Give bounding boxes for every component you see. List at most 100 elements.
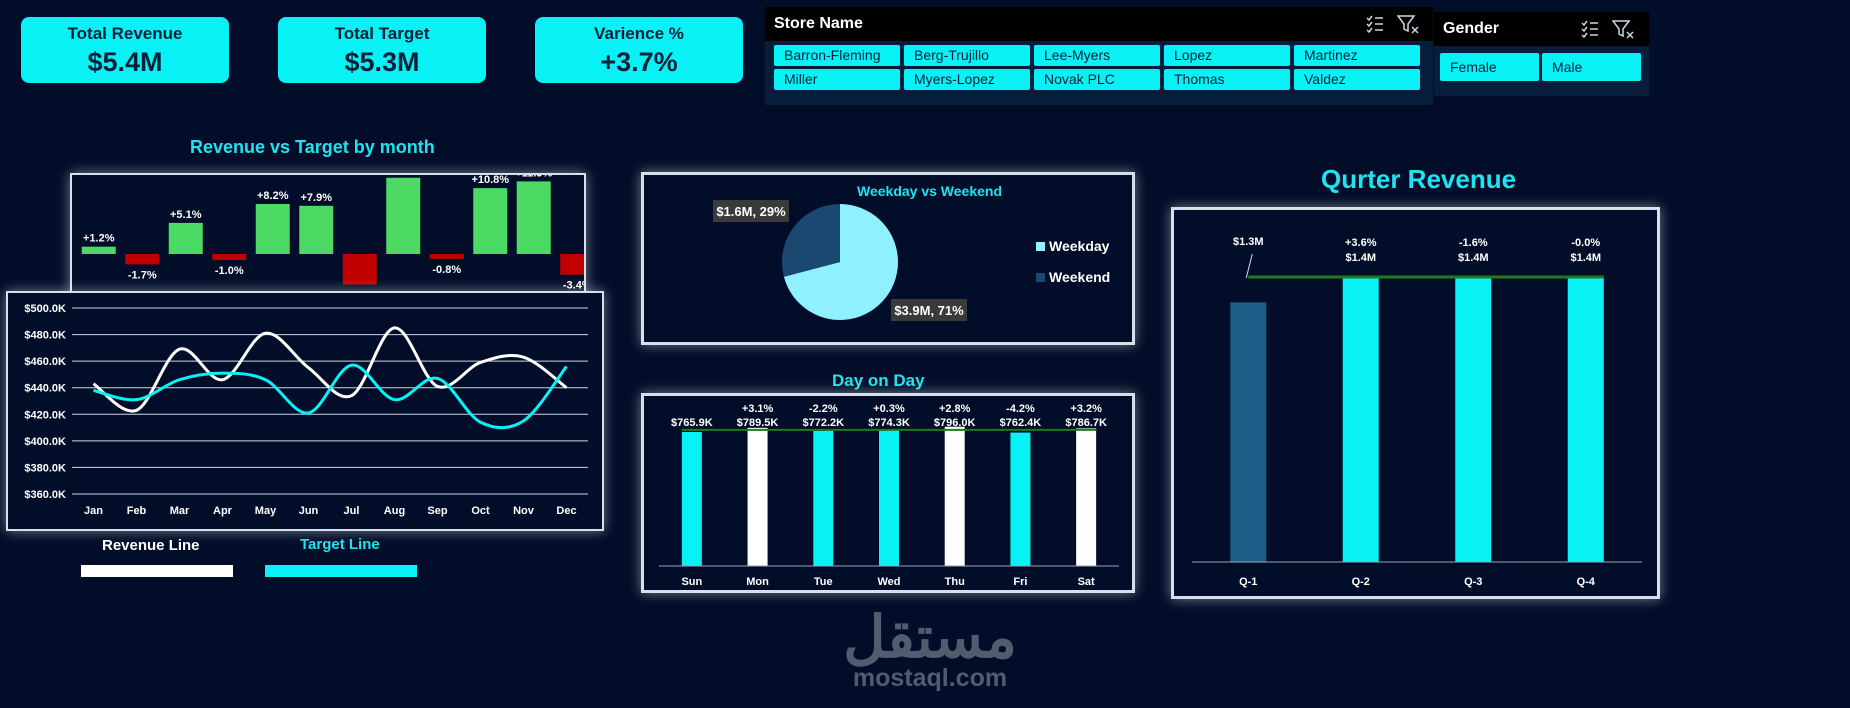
y-tick-label: $420.0K [24, 409, 66, 421]
legend-revenue-label: Revenue Line [102, 537, 200, 554]
monthly-line-panel: $360.0K $380.0K $400.0K $420.0K $440.0K $460.… [6, 291, 604, 531]
day-change-label: -2.2% [809, 403, 838, 415]
clear-filter-icon[interactable] [1396, 14, 1419, 39]
day-value-label: $772.2K [802, 417, 844, 429]
weekday-weekend-chart: $3.9M, 71% $1.6M, 29% Weekday Weekend [713, 200, 1110, 321]
day-bar [813, 430, 834, 566]
kpi-value: $5.3M [344, 47, 420, 77]
pie-slice-weekend [782, 204, 840, 277]
kpi-label: Total Revenue [67, 24, 183, 43]
day-on-day-title: Day on Day [832, 371, 925, 390]
quarter-change-label: -1.6% [1459, 237, 1488, 249]
slicer-title: Store Name [774, 15, 863, 32]
legend-revenue-swatch [81, 565, 233, 577]
slicer-item-lopez[interactable]: Lopez [1164, 45, 1290, 66]
day-value-label: $774.3K [868, 417, 910, 429]
variance-bar [473, 188, 508, 254]
x-tick-label: Sep [427, 505, 447, 517]
weekday-weekend-panel: Weekday vs Weekend $3.9M, 71% $1.6M, 29% W… [641, 172, 1135, 345]
pie-slice-weekday [783, 204, 898, 320]
store-name-slicer: Store Name Barron-Fleming Berg-Trujillo … [765, 7, 1433, 105]
x-tick-label: Dec [556, 505, 576, 517]
legend-weekend: Weekend [1049, 269, 1110, 285]
day-value-label: $786.7K [1065, 417, 1107, 429]
quarter-bar [1567, 276, 1604, 562]
slicer-item-miller[interactable]: Miller [774, 69, 900, 90]
y-tick-label: $480.0K [24, 330, 66, 342]
variance-label: +8.2% [257, 190, 289, 202]
slicer-item-novak-plc[interactable]: Novak PLC [1034, 69, 1160, 90]
variance-bar [168, 222, 203, 254]
variance-label: +7.9% [301, 192, 333, 204]
slicer-item-male[interactable]: Male [1542, 53, 1641, 81]
variance-label: +1.2% [83, 233, 115, 245]
slicer-item-myers-lopez[interactable]: Myers-Lopez [904, 69, 1030, 90]
slicer-item-lee-myers[interactable]: Lee-Myers [1034, 45, 1160, 66]
revenue-line [92, 326, 568, 413]
variance-label: +10.8% [471, 175, 509, 186]
slicer-item-thomas[interactable]: Thomas [1164, 69, 1290, 90]
variance-label: +12.5% [384, 175, 422, 176]
quarter-bar [1342, 276, 1379, 562]
slicer-item-female[interactable]: Female [1440, 53, 1539, 81]
quarter-value-label: $1.3M [1233, 236, 1264, 248]
kpi-total-target: Total Target $5.3M [278, 17, 486, 83]
pie-label-weekday: $3.9M, 71% [894, 303, 964, 318]
day-change-label: +3.2% [1070, 403, 1102, 415]
kpi-total-revenue: Total Revenue $5.4M [21, 17, 229, 83]
variance-bar [516, 181, 551, 254]
legend-swatch-weekday [1036, 242, 1045, 251]
variance-label: +11.9% [515, 175, 552, 179]
day-change-label: +0.3% [873, 403, 905, 415]
slicer-header: Gender [1434, 12, 1649, 46]
target-line [93, 363, 568, 430]
quarter-value-label: $1.4M [1570, 252, 1601, 264]
y-tick-label: $460.0K [24, 356, 66, 368]
x-tick-label: Q-4 [1577, 576, 1596, 588]
x-tick-label: May [255, 505, 277, 517]
quarter-chart-title: Qurter Revenue [1321, 164, 1517, 194]
x-tick-label: Tue [814, 576, 833, 588]
variance-label: -1.7% [128, 269, 157, 281]
kpi-label: Total Target [334, 24, 430, 43]
day-value-label: $765.9K [671, 417, 713, 429]
multi-select-icon[interactable] [1365, 14, 1385, 39]
slicer-item-barron-fleming[interactable]: Barron-Fleming [774, 45, 900, 66]
variance-label: +5.1% [170, 209, 202, 221]
kpi-value: $5.4M [87, 47, 163, 77]
day-change-label: -4.2% [1006, 403, 1035, 415]
x-tick-label: Apr [213, 505, 233, 517]
pie-label-box [891, 299, 967, 321]
quarter-change-label: -0.0% [1571, 237, 1600, 249]
monthly-variance-chart: +1.2%-1.7%+5.1%-1.0%+8.2%+7.9%-5.0%+12.5… [81, 164, 595, 302]
x-tick-label: Mar [170, 505, 190, 517]
y-tick-label: $400.0K [24, 436, 66, 448]
legend-target-label: Target Line [300, 536, 380, 553]
slicer-item-martinez[interactable]: Martinez [1294, 45, 1420, 66]
x-tick-label: Wed [877, 576, 900, 588]
day-bar [1076, 428, 1097, 566]
slicer-item-berg-trujillo[interactable]: Berg-Trujillo [904, 45, 1030, 66]
clear-filter-icon[interactable] [1611, 19, 1634, 44]
x-tick-label: Sun [681, 576, 702, 588]
quarter-change-label: +3.6% [1345, 237, 1377, 249]
variance-bar [125, 254, 160, 265]
variance-bar [81, 246, 116, 254]
day-on-day-chart: $765.9K Sun +3.1% $789.5K Mon -2.2% $772.2K Tue… [659, 403, 1119, 588]
multi-select-icon[interactable] [1580, 19, 1600, 44]
slicer-item-valdez[interactable]: Valdez [1294, 69, 1420, 90]
x-tick-label: Jan [84, 505, 103, 517]
pie-chart-title: Weekday vs Weekend [857, 183, 1003, 199]
x-tick-label: Jun [299, 505, 319, 517]
x-tick-label: Aug [384, 505, 405, 517]
variance-bar [255, 203, 290, 254]
variance-bar [429, 254, 464, 259]
day-bar [1010, 432, 1031, 566]
kpi-label: Varience % [594, 24, 684, 43]
x-tick-label: Fri [1013, 576, 1027, 588]
x-tick-label: Q-2 [1352, 576, 1370, 588]
variance-bar [560, 254, 595, 275]
day-value-label: $796.0K [934, 417, 976, 429]
x-tick-label: Thu [945, 576, 965, 588]
quarter-bar [1455, 276, 1492, 562]
